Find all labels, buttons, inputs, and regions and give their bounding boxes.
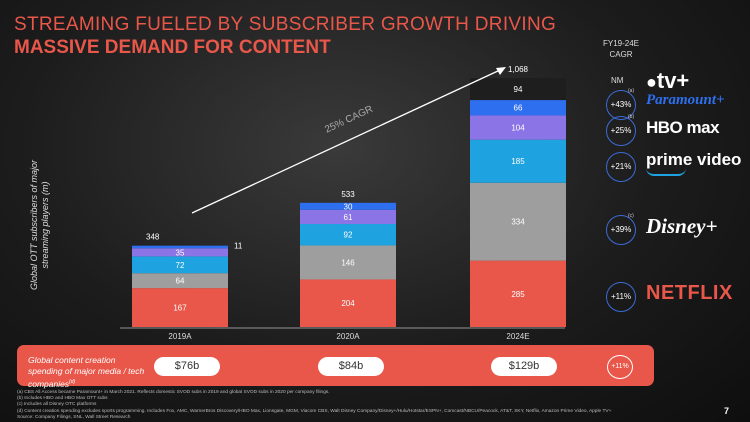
data-label-paramount--2020A: 30 — [344, 202, 353, 211]
bar-segment-disney--2020A — [300, 245, 396, 280]
content-spending-label-text: Global content creation spending of majo… — [28, 355, 145, 389]
total-label-2024E: 1,068 — [508, 65, 529, 74]
bar-segment-hbo-max-2020A — [300, 209, 396, 225]
apple-tv-text: tv+ — [656, 68, 690, 93]
x-tick-label-2019A: 2019A — [168, 332, 192, 341]
bar-segment-netflix-2024E — [470, 260, 566, 327]
disney-plus-logo: Disney+ — [646, 214, 718, 238]
data-label-prime-video-2019A: 72 — [176, 261, 185, 270]
cagr-value-apple: NM — [611, 76, 624, 85]
bar-segment-apple-tv--2024E — [470, 78, 566, 101]
growth-arrow — [191, 67, 506, 214]
data-label-apple-tv--2024E: 94 — [514, 85, 523, 94]
data-label-disney--2024E: 334 — [511, 218, 525, 227]
bar-segment-paramount--2020A — [300, 202, 396, 210]
data-label-hbo-max-2019A: 35 — [176, 248, 185, 257]
note-hbo: (b) — [628, 114, 635, 120]
data-label-paramount--2024E: 66 — [514, 104, 523, 113]
data-label-hbo-max-2024E: 104 — [511, 124, 525, 133]
cagr-value-prime: +21% — [610, 162, 632, 171]
cagr-circle-hbo: +25% — [606, 116, 636, 146]
x-tick-label-2024E: 2024E — [506, 332, 529, 341]
total-label-2019A: 348 — [146, 233, 160, 242]
prime-smile-icon — [646, 168, 686, 176]
netflix-logo: NETFLIX — [646, 282, 733, 304]
title-line-2: MASSIVE DEMAND FOR CONTENT — [14, 37, 331, 58]
data-label-netflix-2019A: 167 — [173, 304, 187, 313]
title-line-1: STREAMING FUELED BY SUBSCRIBER GROWTH DR… — [14, 14, 557, 35]
footnotes: (a) CBS All Access became Paramount+ in … — [17, 390, 617, 421]
footnote-a: (a) CBS All Access became Paramount+ in … — [17, 390, 330, 395]
bar-segment-disney--2024E — [470, 182, 566, 261]
footnote-d: (d) Content creation spending excludes s… — [17, 408, 612, 414]
data-label-paramount-2019-outside: 11 — [234, 242, 243, 251]
footnote-b: (b) Includes HBO and HBO Max OTT subs — [17, 396, 108, 402]
cagr-value-netflix: +11% — [610, 292, 632, 301]
cagr-value-hbo: +25% — [610, 126, 632, 135]
bar-segment-hbo-max-2024E — [470, 115, 566, 140]
data-label-prime-video-2020A: 92 — [344, 231, 353, 240]
content-spending-note: (d) — [69, 379, 76, 385]
prime-video-text: prime video — [646, 150, 742, 169]
cagr-circle-disney: +39% — [606, 215, 636, 245]
data-label-disney--2020A: 146 — [341, 258, 355, 267]
prime-video-logo: prime video — [646, 150, 741, 176]
cagr-circle-netflix: +11% — [606, 282, 636, 312]
cagr-value-paramount: +43% — [610, 100, 632, 109]
total-label-2020A: 533 — [341, 190, 355, 199]
spending-2020: $84b — [318, 357, 384, 376]
bar-segment-paramount--2019A — [132, 245, 228, 249]
note-paramount: (a) — [628, 88, 635, 94]
bar-segment-prime-video-2024E — [470, 139, 566, 183]
apple-tv-logo: ●tv+ — [646, 68, 689, 94]
note-disney: (c) — [628, 213, 634, 219]
data-label-hbo-max-2020A: 61 — [344, 213, 353, 222]
bar-segment-hbo-max-2019A — [132, 248, 228, 257]
cagr-circle-prime: +21% — [606, 152, 636, 182]
cagr-header: FY19-24E CAGR — [602, 39, 640, 59]
footnote-c: (c) Includes all Disney OTC platforms — [17, 402, 97, 408]
spending-2019: $76b — [154, 357, 220, 376]
paramount-logo: Paramount+ — [646, 92, 725, 108]
data-label-prime-video-2024E: 185 — [511, 157, 525, 166]
bar-segment-netflix-2019A — [132, 288, 228, 327]
bar-segment-netflix-2020A — [300, 279, 396, 327]
spending-2024: $129b — [491, 357, 557, 376]
footnote-source: Source: Company Filings, SNL, Wall Stree… — [17, 414, 131, 420]
cagr-arrow-label: 25% CAGR — [323, 104, 374, 136]
bar-segment-prime-video-2020A — [300, 224, 396, 246]
data-label-netflix-2020A: 204 — [341, 299, 355, 308]
hbo-max-logo: HBO max — [646, 118, 720, 137]
data-label-disney--2019A: 64 — [176, 277, 185, 286]
cagr-value-disney: +39% — [610, 225, 632, 234]
spending-cagr: +11% — [607, 355, 633, 379]
bar-segment-prime-video-2019A — [132, 256, 228, 274]
page-number: 7 — [723, 406, 729, 416]
data-label-netflix-2024E: 285 — [511, 290, 525, 299]
bar-segment-disney--2019A — [132, 273, 228, 289]
bar-segment-paramount--2024E — [470, 100, 566, 116]
x-tick-label-2020A: 2020A — [336, 332, 360, 341]
content-spending-label: Global content creation spending of majo… — [28, 355, 148, 390]
apple-icon: ● — [646, 72, 657, 92]
